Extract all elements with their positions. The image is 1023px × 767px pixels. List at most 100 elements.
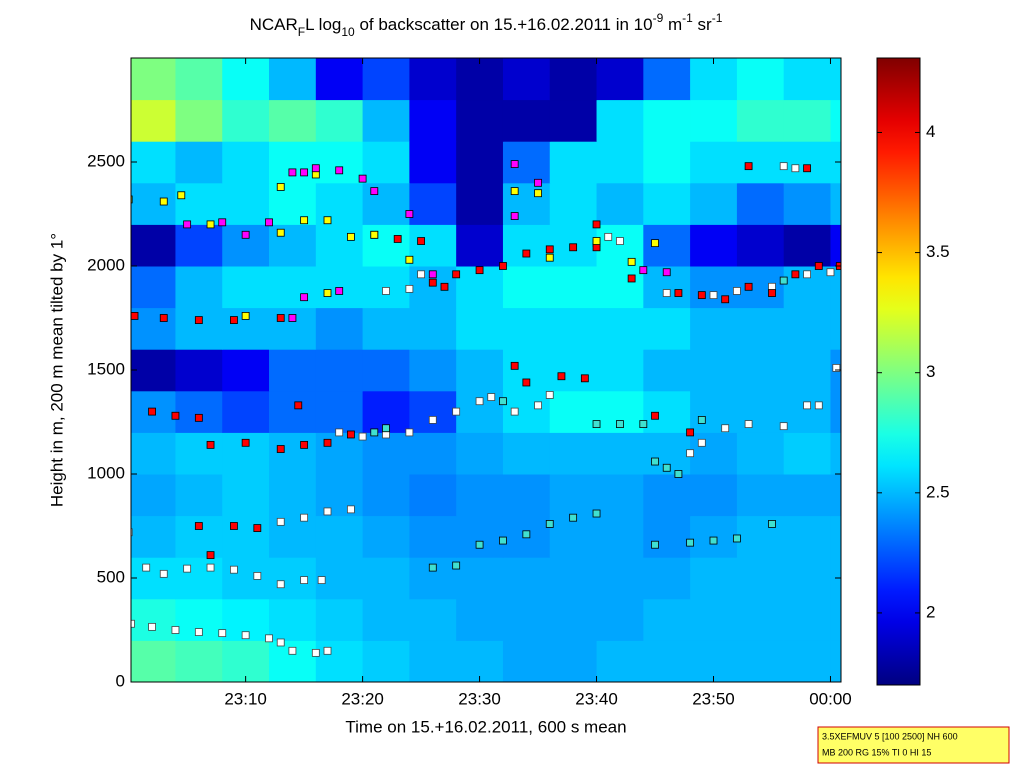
marker	[323, 646, 332, 655]
colorbar-tick-label: 3	[926, 362, 935, 381]
marker	[662, 289, 671, 297]
marker	[732, 287, 741, 295]
marker	[662, 463, 671, 472]
marker	[428, 278, 437, 287]
marker	[592, 509, 601, 518]
heat-cell	[502, 598, 551, 641]
marker	[241, 438, 250, 447]
heat-cell	[222, 474, 270, 517]
heat-cell	[315, 141, 364, 184]
heat-cell	[315, 349, 364, 392]
title-part: m	[663, 15, 682, 34]
marker	[744, 420, 753, 428]
heat-cell	[596, 224, 644, 267]
marker	[557, 372, 566, 381]
marker	[651, 411, 659, 420]
heat-cell	[783, 349, 831, 392]
heat-cell	[222, 557, 270, 600]
heat-cell	[549, 99, 598, 142]
y-tick-label: 1000	[87, 463, 125, 482]
marker	[545, 245, 554, 254]
marker	[744, 282, 753, 291]
heat-cell	[736, 390, 785, 433]
marker	[428, 270, 437, 279]
heat-cell	[549, 598, 598, 641]
marker	[183, 564, 192, 573]
heat-cell	[830, 266, 841, 309]
heat-cell	[830, 598, 841, 641]
x-tick-label: 23:20	[341, 689, 384, 708]
heat-cell	[830, 432, 841, 475]
heat-cell	[643, 224, 691, 267]
marker	[639, 420, 648, 428]
heat-cell	[830, 307, 841, 350]
heat-cell	[643, 58, 691, 101]
title-part: F	[298, 25, 305, 39]
heat-cell	[690, 432, 738, 475]
marker	[545, 391, 554, 399]
heat-cell	[596, 598, 644, 641]
marker	[131, 195, 133, 204]
marker	[276, 228, 285, 237]
heat-cell	[690, 58, 738, 101]
heat-cell	[362, 224, 410, 267]
marker	[241, 230, 250, 239]
heat-cell	[549, 349, 598, 392]
marker	[206, 551, 215, 560]
heat-cell	[736, 141, 785, 184]
marker	[627, 257, 636, 266]
marker	[545, 253, 554, 262]
marker	[417, 237, 425, 245]
marker	[417, 270, 425, 279]
title-part: of backscatter on 15.+16.02.2011 in 10	[355, 15, 653, 34]
heat-cell	[269, 640, 317, 682]
heat-cell	[456, 557, 504, 600]
heat-cell	[456, 182, 504, 225]
heat-cell	[502, 224, 551, 267]
marker	[627, 274, 636, 283]
marker	[499, 536, 507, 545]
heat-cell	[643, 640, 691, 682]
heat-cell	[362, 307, 410, 350]
heat-cell	[222, 182, 270, 225]
marker	[604, 232, 613, 241]
heat-cell	[222, 432, 270, 475]
heat-cell	[315, 432, 364, 475]
markers	[131, 160, 841, 657]
marker	[393, 235, 402, 243]
heat-cell	[736, 307, 785, 350]
heat-cell	[502, 557, 551, 600]
heat-cell	[502, 266, 551, 309]
marker	[709, 536, 718, 545]
heat-cell	[549, 390, 598, 433]
heat-cell	[690, 266, 738, 309]
heat-cell	[783, 557, 831, 600]
heat-cell	[690, 390, 738, 433]
marker	[276, 638, 285, 647]
heat-cell	[175, 307, 223, 350]
heat-cell	[502, 99, 551, 142]
marker	[768, 289, 776, 297]
heat-cell	[315, 515, 364, 558]
colorbar	[876, 57, 921, 686]
marker	[276, 517, 285, 526]
marker	[803, 270, 811, 279]
colorbar-tick-label: 4	[926, 122, 935, 141]
marker	[452, 407, 461, 416]
heat-cell	[690, 349, 738, 392]
heat-cell	[690, 224, 738, 267]
marker	[452, 561, 461, 570]
marker	[791, 164, 800, 173]
heat-cell	[175, 224, 223, 267]
heat-cell	[131, 474, 176, 517]
marker	[814, 401, 823, 410]
heat-cell	[736, 640, 785, 682]
marker	[241, 312, 250, 320]
marker	[826, 268, 835, 277]
marker	[803, 401, 811, 410]
heat-cell	[549, 307, 598, 350]
heat-cell	[131, 224, 176, 267]
heat-cell	[596, 474, 644, 517]
marker	[177, 191, 186, 200]
marker	[662, 268, 671, 277]
